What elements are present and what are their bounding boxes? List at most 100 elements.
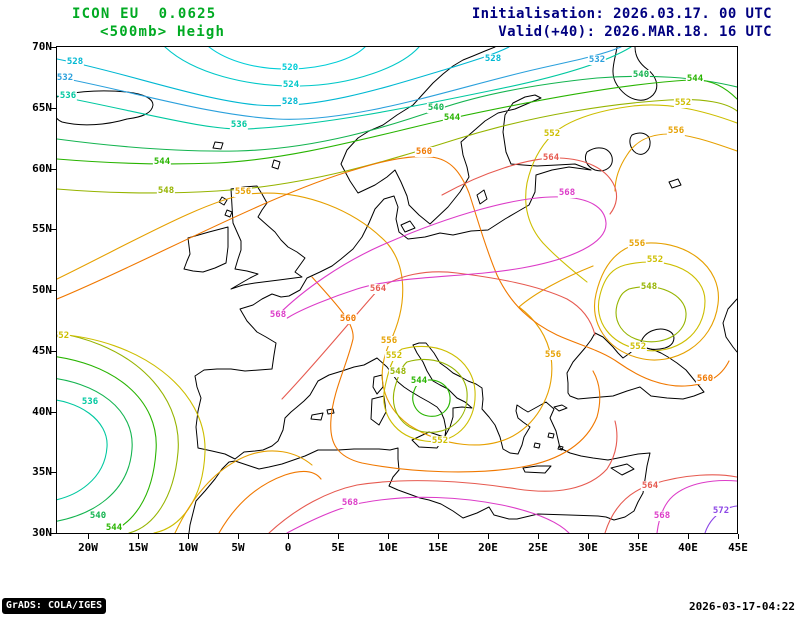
contour-label-548: 548 — [639, 282, 659, 292]
contour-560-france-med — [311, 276, 601, 473]
lon-tick-label-35E: 35E — [628, 541, 648, 554]
contour-label-560: 560 — [338, 314, 358, 324]
contour-552-italy-ring — [383, 345, 476, 443]
lon-tick-35E — [638, 534, 639, 539]
lon-tick-20W — [88, 534, 89, 539]
contour-label-544: 544 — [152, 157, 172, 167]
lon-tick-5E — [338, 534, 339, 539]
lon-tick-label-25E: 25E — [528, 541, 548, 554]
lat-tick-label-55N: 55N — [32, 222, 52, 236]
lat-tick-label-35N: 35N — [32, 465, 52, 479]
contour-label-564: 564 — [368, 284, 388, 294]
islands-shetland — [271, 159, 281, 170]
lon-tick-45E — [738, 534, 739, 539]
white-sea — [612, 47, 658, 101]
contour-544-italy-ring — [412, 379, 451, 417]
contour-label-560: 560 — [414, 147, 434, 157]
lat-tick-label-50N: 50N — [32, 283, 52, 296]
lat-tick-label-60N: 60N — [32, 161, 52, 175]
lon-tick-label-20E: 20E — [478, 541, 498, 554]
lon-tick-label-15E: 15E — [428, 541, 448, 554]
contour-label-552: 552 — [57, 331, 71, 341]
grads-stamp: GrADS: COLA/IGES — [2, 598, 106, 614]
contour-label-528: 528 — [483, 54, 503, 64]
coastline-sea-of-marmara — [553, 404, 568, 412]
lon-tick-label-20W: 20W — [78, 541, 98, 554]
coastlines — [57, 47, 737, 533]
island-crete — [522, 465, 552, 474]
contour-564-north — [441, 157, 618, 215]
contour-label-568: 568 — [557, 188, 577, 198]
contour-540-atlantic-ring — [57, 378, 133, 522]
contour-568-ridge-loop — [276, 196, 607, 320]
contour-label-520: 520 — [280, 63, 300, 73]
coastline-sea-of-azov — [640, 328, 675, 350]
lon-tick-15W — [138, 534, 139, 539]
lon-tick-label-30E: 30E — [578, 541, 598, 554]
contour-label-552: 552 — [628, 342, 648, 352]
contour-564-south-channel — [268, 420, 618, 533]
contour-label-568: 568 — [340, 498, 360, 508]
contour-label-552: 552 — [384, 351, 404, 361]
island-menorca — [326, 408, 335, 415]
lat-tick-label-70N: 70N — [32, 40, 52, 53]
lat-tick-label-30N: 30N — [32, 526, 52, 539]
lat-tick-60N — [50, 168, 56, 170]
contour-label-536: 536 — [58, 91, 78, 101]
contour-556-southwest — [174, 450, 313, 533]
contour-label-532: 532 — [57, 73, 75, 83]
lat-tick-35N — [50, 472, 56, 474]
contour-552-northeast — [525, 104, 737, 283]
map-frame: 528 532 536 520 524 528 528 532 540 544 552 556 536 5… — [56, 46, 738, 534]
contour-label-544: 544 — [409, 376, 429, 386]
lat-tick-40N — [50, 411, 56, 413]
contour-label-540: 540 — [426, 103, 446, 113]
contour-528-polar — [57, 47, 510, 107]
contour-label-552: 552 — [542, 129, 562, 139]
coastline-west-europe-scandinavia — [194, 47, 592, 460]
contour-label-556: 556 — [627, 239, 647, 249]
lat-tick-label-45N: 45N — [32, 343, 52, 357]
contour-548-russia-ring — [615, 286, 687, 343]
islands-faroe — [212, 141, 224, 150]
lon-tick-label-5W: 5W — [231, 541, 245, 554]
lon-tick-label-10W: 10W — [178, 541, 198, 554]
contour-label-552: 552 — [430, 436, 450, 446]
contour-label-568: 568 — [652, 511, 672, 521]
contour-label-528: 528 — [65, 57, 85, 67]
lon-tick-25E — [538, 534, 539, 539]
contour-label-564: 564 — [541, 153, 561, 163]
contour-label-556: 556 — [543, 350, 563, 360]
island-mallorca — [310, 412, 324, 421]
contour-544-atlantic-ring — [57, 356, 157, 533]
coastline-great-britain — [230, 185, 306, 290]
contour-label-556: 556 — [233, 187, 253, 197]
generation-timestamp: 2026-03-17-04:22 — [689, 600, 795, 613]
field-title: <500mb> Heigh — [100, 24, 226, 40]
lon-tick-20E — [488, 534, 489, 539]
contour-536-atlantic-ring — [57, 399, 108, 501]
contour-label-552: 552 — [645, 255, 665, 265]
contour-label-572: 572 — [711, 506, 731, 516]
lat-tick-55N — [50, 229, 56, 231]
contour-label-544: 544 — [104, 523, 124, 533]
lon-tick-10W — [188, 534, 189, 539]
islands-hebrides — [218, 196, 233, 218]
lake-onega — [629, 132, 651, 155]
contour-label-524: 524 — [281, 80, 301, 90]
coastline-mediterranean-africa — [188, 342, 651, 533]
lat-tick-45N — [50, 350, 56, 352]
island-gotland — [476, 189, 488, 205]
init-time: Initialisation: 2026.03.17. 00 UTC — [471, 6, 772, 22]
islands-aegean — [533, 432, 564, 451]
contour-560-southwest — [218, 470, 322, 533]
contour-552-russia-ring — [598, 261, 706, 352]
contour-label-552: 552 — [673, 98, 693, 108]
island-corsica — [372, 374, 384, 395]
contour-label-564: 564 — [640, 481, 660, 491]
contour-label-544: 544 — [442, 113, 462, 123]
contour-label-532: 532 — [587, 55, 607, 65]
coastline-black-sea — [566, 332, 705, 400]
lon-tick-label-40E: 40E — [678, 541, 698, 554]
